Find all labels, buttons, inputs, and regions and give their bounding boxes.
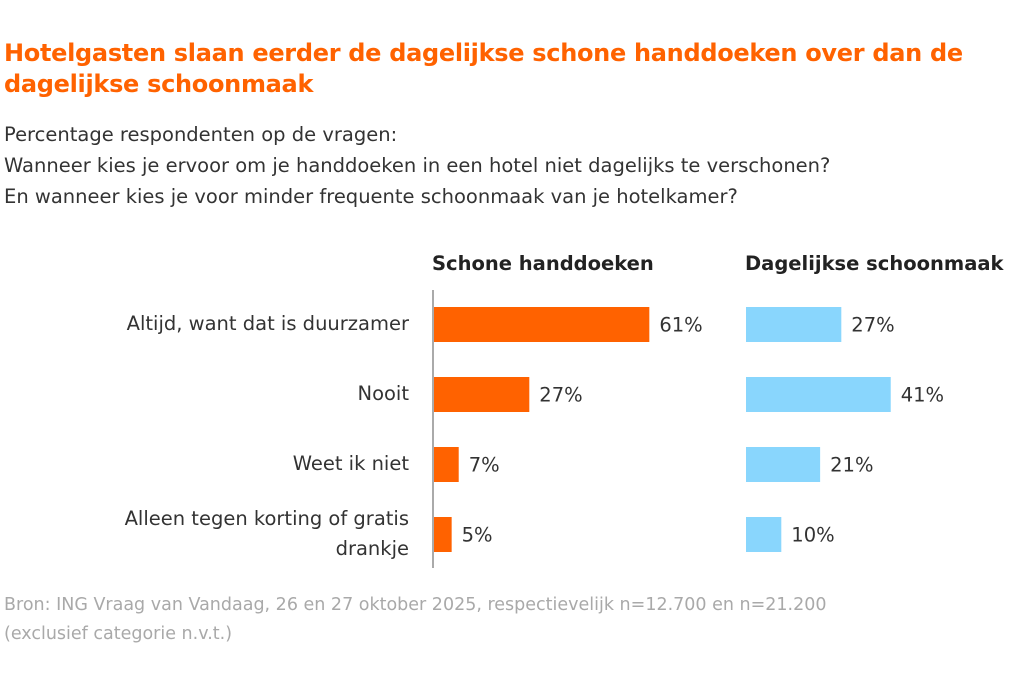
data-label: 27% xyxy=(851,314,894,337)
data-label: 7% xyxy=(469,454,500,477)
bar xyxy=(434,447,459,482)
bar xyxy=(746,447,821,482)
subtitle-line: Wanneer kies je ervoor om je handdoeken … xyxy=(4,154,831,177)
bar xyxy=(434,377,530,412)
subtitle-line: En wanneer kies je voor minder frequente… xyxy=(4,185,738,208)
chart-title: Hotelgasten slaan eerder de dagelijkse s… xyxy=(4,39,963,98)
category-label: Altijd, want dat is duurzamer xyxy=(126,312,409,335)
category-label: Weet ik niet xyxy=(292,452,409,475)
chart-subtitle: Percentage respondenten op de vragen: Wa… xyxy=(4,119,830,212)
data-label: 21% xyxy=(830,454,873,477)
category-label: Nooit xyxy=(357,382,409,405)
source-line: Bron: ING Vraag van Vandaag, 26 en 27 ok… xyxy=(4,595,827,615)
series-header-schoonmaak: Dagelijkse schoonmaak xyxy=(745,252,1004,275)
data-label: 5% xyxy=(462,524,493,547)
subtitle-line: Percentage respondenten op de vragen: xyxy=(4,123,398,146)
source-note: Bron: ING Vraag van Vandaag, 26 en 27 ok… xyxy=(4,591,827,649)
series-header-handdoeken: Schone handdoeken xyxy=(432,252,654,275)
category-label: Alleen tegen korting of gratis drankje xyxy=(124,507,409,560)
bar xyxy=(746,377,891,412)
data-label: 10% xyxy=(791,524,834,547)
data-label: 61% xyxy=(659,314,702,337)
data-label: 27% xyxy=(539,384,582,407)
bar xyxy=(434,517,452,552)
source-line: (exclusief categorie n.v.t.) xyxy=(4,624,233,644)
bar xyxy=(746,307,842,342)
bar xyxy=(746,517,782,552)
bar xyxy=(434,307,650,342)
data-label: 41% xyxy=(901,384,944,407)
